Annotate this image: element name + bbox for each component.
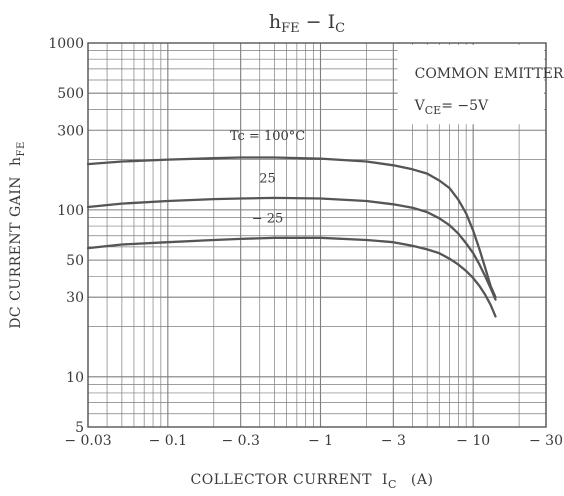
- title-main: h: [269, 11, 281, 33]
- y-tick-label: 100: [57, 203, 84, 219]
- y-axis-label-subscript: FE: [16, 141, 27, 156]
- chart-title: hFE − IC: [269, 11, 345, 36]
- annotation-vce-main: V: [414, 98, 426, 114]
- series-label-3: − 25: [252, 212, 284, 227]
- x-tick-label: − 0.1: [149, 433, 187, 449]
- x-axis-label: COLLECTOR CURRENT IC (A): [191, 472, 434, 491]
- title-x-main: I: [328, 11, 336, 33]
- y-tick-label: 5: [75, 420, 84, 436]
- x-tick-label: − 10: [456, 433, 490, 449]
- annotation-vce-sub: CE: [425, 104, 441, 117]
- x-tick-labels: − 0.03 − 0.1 − 0.3 − 1 − 3 − 10 − 30: [64, 433, 563, 449]
- annotation-box: COMMON EMITTER VCE= −5V: [397, 45, 564, 125]
- series-label-1: Tc = 100°C: [230, 129, 305, 144]
- title-x-sub: C: [335, 21, 345, 36]
- x-axis-label-subscript: C: [388, 478, 397, 491]
- x-tick-label: − 1: [308, 433, 333, 449]
- series-line-1: [86, 156, 497, 299]
- x-axis-label-unit: (A): [411, 472, 434, 488]
- x-axis-label-symbol: I: [382, 472, 388, 488]
- annotation-vce-rest: = −5V: [441, 98, 489, 114]
- y-tick-label: 300: [57, 123, 84, 139]
- y-axis-label: DC CURRENT GAIN hFE: [8, 141, 27, 329]
- data-series: [86, 156, 497, 318]
- y-axis-label-symbol: h: [8, 156, 24, 166]
- annotation-vce: VCE= −5V: [414, 98, 489, 117]
- x-axis-label-prefix: COLLECTOR CURRENT: [191, 472, 373, 488]
- x-tick-label: − 30: [529, 433, 563, 449]
- series-line-2: [86, 196, 497, 301]
- annotation-background: [397, 45, 544, 125]
- y-tick-label: 50: [66, 253, 84, 269]
- x-tick-label: − 3: [381, 433, 406, 449]
- annotation-common-emitter: COMMON EMITTER: [415, 66, 564, 82]
- series-labels: Tc = 100°C 25 − 25: [230, 129, 305, 226]
- y-tick-label: 30: [66, 290, 84, 306]
- y-axis-label-prefix: DC CURRENT GAIN: [8, 176, 24, 329]
- series-label-2: 25: [259, 171, 276, 186]
- y-tick-label: 1000: [48, 36, 84, 52]
- plot-frame: [87, 42, 547, 428]
- y-tick-label: 500: [57, 86, 84, 102]
- title-main-sub: FE: [281, 21, 300, 36]
- x-tick-label: − 0.03: [64, 433, 111, 449]
- title-separator: −: [300, 11, 328, 33]
- y-tick-label: 10: [66, 370, 84, 386]
- x-tick-label: − 0.3: [221, 433, 259, 449]
- y-tick-labels: 5 10 30 50 100 300 500 1000: [48, 36, 84, 436]
- grid-lines: [87, 42, 547, 428]
- series-line-3: [86, 236, 497, 318]
